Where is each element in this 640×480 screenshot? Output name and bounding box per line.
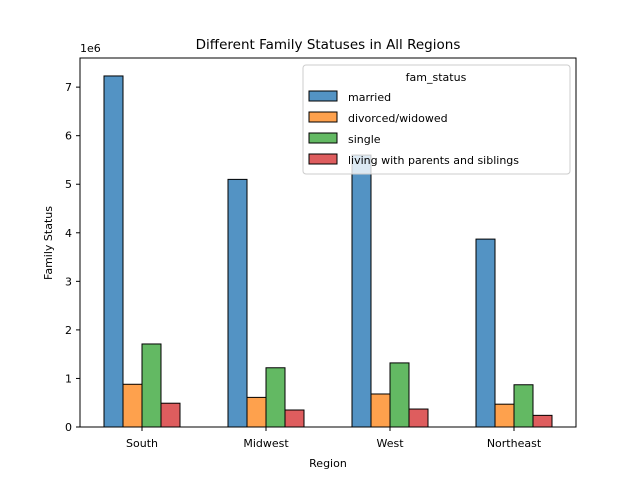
y-tick-label-1: 1	[65, 372, 72, 385]
bar-living-with-parents-and-siblings-midwest	[284, 409, 305, 428]
bar-divorced-widowed-south	[122, 383, 143, 428]
bar-living-with-parents-and-siblings-west	[408, 408, 429, 428]
bar-married-northeast	[475, 238, 496, 428]
x-tick-label-south: South	[126, 437, 158, 450]
bar-single-midwest	[265, 367, 286, 428]
chart-title: Different Family Statuses in All Regions	[196, 37, 461, 53]
legend-swatch-living-with-parents-and-siblings	[308, 153, 338, 165]
legend-title: fam_status	[406, 71, 467, 84]
ticks-group: South Midwest West Northeast 0 1 2 3 4 5 6 7	[65, 81, 542, 450]
legend-label-single: single	[348, 133, 381, 146]
bar-married-south	[103, 75, 124, 428]
y-axis-label: Family Status	[42, 206, 55, 280]
x-tick-label-midwest: Midwest	[243, 437, 289, 450]
legend-label-married: married	[348, 91, 391, 104]
bar-divorced-widowed-northeast	[494, 403, 515, 428]
bar-single-south	[141, 343, 162, 428]
legend-label-divorced-widowed: divorced/widowed	[348, 112, 448, 125]
y-tick-label-2: 2	[65, 324, 72, 337]
legend-label-living-with-parents-and-siblings: living with parents and siblings	[348, 154, 519, 167]
x-axis-label: Region	[309, 457, 347, 470]
legend-swatch-married	[308, 90, 338, 102]
bar-divorced-widowed-midwest	[246, 396, 267, 428]
plot-frame	[79, 57, 577, 428]
y-tick-label-6: 6	[65, 130, 72, 143]
legend: fam_status married divorced/widowed single…	[302, 64, 571, 175]
bar-living-with-parents-and-siblings-south	[160, 402, 181, 428]
bar-living-with-parents-and-siblings-northeast	[532, 414, 553, 428]
y-tick-label-0: 0	[65, 421, 72, 434]
legend-swatch-divorced-widowed	[308, 111, 338, 123]
bar-single-northeast	[513, 384, 534, 428]
y-tick-label-7: 7	[65, 81, 72, 94]
bar-married-west	[351, 154, 372, 428]
legend-swatch-single	[308, 132, 338, 144]
bar-married-midwest	[227, 178, 248, 428]
x-tick-label-west: West	[376, 437, 404, 450]
legend-frame	[302, 64, 571, 175]
y-axis-multiplier: 1e6	[80, 42, 101, 55]
y-tick-label-5: 5	[65, 178, 72, 191]
y-tick-label-3: 3	[65, 275, 72, 288]
y-tick-label-4: 4	[65, 227, 72, 240]
x-tick-label-northeast: Northeast	[487, 437, 542, 450]
bar-divorced-widowed-west	[370, 393, 391, 428]
axes-group	[79, 57, 577, 428]
bar-single-west	[389, 362, 410, 428]
